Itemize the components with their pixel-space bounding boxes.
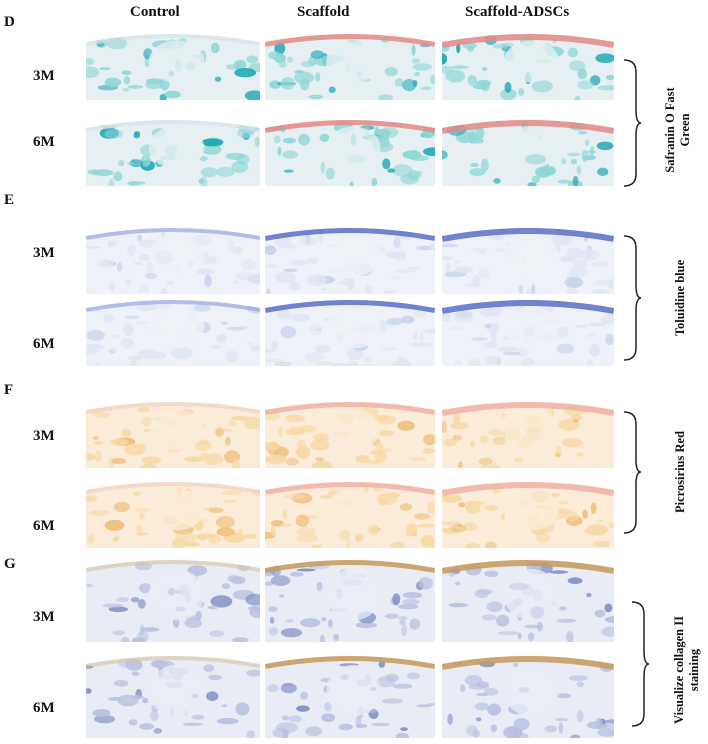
brace-collagen	[631, 601, 650, 727]
histology-image-toluidine-6m-scaffold-adscs	[442, 296, 614, 366]
stain-label-picrosirius: Picrosirius Red	[673, 430, 687, 514]
time-label-d-3m: 3M	[33, 68, 55, 84]
histology-image-picrosirius-3m-control	[86, 398, 260, 468]
brace-picrosirius	[623, 411, 642, 534]
histology-image-picrosirius-6m-scaffold-adscs	[442, 478, 614, 548]
time-label-e-3m: 3M	[33, 245, 55, 261]
panel-letter-d: D	[4, 14, 15, 30]
time-label-f-3m: 3M	[33, 428, 55, 444]
time-label-g-6m: 6M	[33, 700, 55, 716]
brace-safranin	[623, 59, 642, 187]
column-header-control: Control	[130, 4, 180, 20]
stain-label-safranin: Safranin O Fast Green	[663, 87, 692, 173]
histology-image-collagen-6m-control	[86, 652, 260, 738]
histology-image-safranin-3m-scaffold-adscs	[442, 30, 614, 100]
panel-letter-g: G	[4, 556, 16, 572]
histology-image-safranin-3m-control	[86, 30, 260, 100]
time-label-g-3m: 3M	[33, 609, 55, 625]
histology-image-picrosirius-6m-scaffold	[265, 478, 435, 548]
histology-image-safranin-6m-scaffold	[265, 116, 435, 186]
panel-letter-f: F	[4, 382, 14, 398]
histology-image-safranin-6m-scaffold-adscs	[442, 116, 614, 186]
histology-image-collagen-6m-scaffold-adscs	[442, 652, 614, 738]
column-header-scaffold: Scaffold	[297, 4, 350, 20]
panel-letter-e: E	[4, 192, 15, 208]
time-label-d-6m: 6M	[33, 134, 55, 150]
histology-image-picrosirius-6m-control	[86, 478, 260, 548]
column-header-scaffold-adscs: Scaffold-ADSCs	[465, 4, 570, 20]
stain-label-toluidine: Toluidine blue	[673, 259, 687, 337]
histology-image-toluidine-6m-control	[86, 296, 260, 366]
histology-image-toluidine-3m-control	[86, 224, 260, 294]
histology-image-collagen-6m-scaffold	[265, 652, 435, 738]
histology-image-picrosirius-3m-scaffold	[265, 398, 435, 468]
histology-image-collagen-3m-scaffold	[265, 556, 435, 642]
histology-image-collagen-3m-control	[86, 556, 260, 642]
histology-image-picrosirius-3m-scaffold-adscs	[442, 398, 614, 468]
stain-label-collagen: Visualize collagen II staining	[672, 616, 701, 724]
histology-image-safranin-6m-control	[86, 116, 260, 186]
histology-image-safranin-3m-scaffold	[265, 30, 435, 100]
histology-image-collagen-3m-scaffold-adscs	[442, 556, 614, 642]
histology-image-toluidine-3m-scaffold-adscs	[442, 224, 614, 294]
time-label-e-6m: 6M	[33, 336, 55, 352]
brace-toluidine	[623, 235, 642, 361]
histology-image-toluidine-6m-scaffold	[265, 296, 435, 366]
time-label-f-6m: 6M	[33, 518, 55, 534]
histology-image-toluidine-3m-scaffold	[265, 224, 435, 294]
